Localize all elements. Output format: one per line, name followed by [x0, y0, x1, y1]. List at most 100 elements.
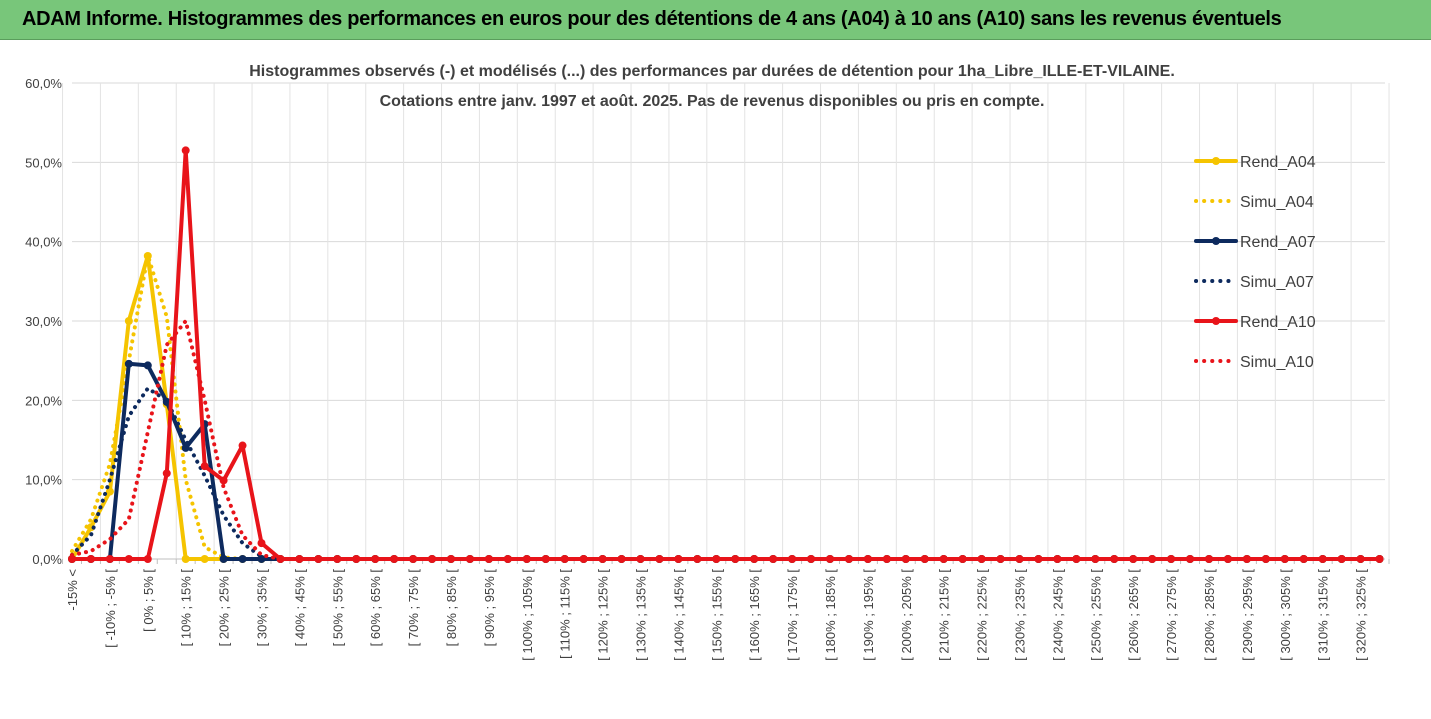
data-point-rend-a10 [541, 555, 550, 563]
data-point-rend-a10 [181, 146, 190, 155]
data-point-rend-a10 [1053, 555, 1062, 563]
chart-title-line-2: Cotations entre janv. 1997 et août. 2025… [380, 93, 1045, 110]
data-point-rend-a10 [371, 555, 380, 563]
data-point-rend-a07 [124, 359, 133, 368]
x-tick-label: [ 80% ; 85% [ [444, 569, 459, 647]
y-tick-label: 10,0% [25, 473, 62, 488]
series-line-rend-a10 [70, 148, 1382, 561]
chart-axes: 0,0% 10,0% 20,0% 30,0% 40,0% 50,0% 60,0% -15% <… [25, 76, 1390, 661]
data-point-rend-a10 [826, 555, 834, 563]
data-point-rend-a10 [124, 555, 133, 563]
legend-label-rend-a04: Rend_A04 [1240, 154, 1316, 171]
data-point-rend-a10 [257, 539, 266, 548]
data-point-rend-a10 [1280, 555, 1289, 563]
data-point-rend-a04 [200, 555, 209, 563]
x-tick-label: [ 10% ; 15% [ [179, 569, 194, 647]
x-tick-label: [ 60% ; 65% [ [368, 569, 383, 647]
data-point-rend-a10 [162, 469, 171, 478]
x-tick-label: [ 40% ; 45% [ [292, 569, 307, 647]
x-tick-label: [ 130% ; 135% [ [634, 569, 649, 661]
data-point-rend-a04 [181, 555, 190, 563]
x-tick-label: [ 230% ; 235% [ [1013, 569, 1028, 661]
x-tick-label: [ 320% ; 325% [ [1354, 569, 1369, 661]
x-tick-label: [ 310% ; 315% [ [1316, 569, 1331, 661]
data-point-rend-a10 [484, 555, 493, 563]
x-tick-label: [ 300% ; 305% [ [1278, 569, 1293, 661]
x-tick-label: [ 20% ; 25% [ [217, 569, 232, 647]
data-point-rend-a10 [143, 555, 152, 563]
x-tick-label: [ 270% ; 275% [ [1164, 569, 1179, 661]
x-tick-label: [ 200% ; 205% [ [899, 569, 914, 661]
x-tick-label: [ 120% ; 125% [ [596, 569, 611, 661]
x-tick-label: [ 280% ; 285% [ [1202, 569, 1217, 661]
data-point-rend-a10 [939, 555, 948, 563]
y-tick-label: 40,0% [25, 235, 62, 250]
data-point-rend-a07 [219, 555, 228, 563]
x-tick-label: -15% < [65, 569, 80, 611]
x-tick-label: [ 160% ; 165% [ [747, 569, 762, 661]
chart-title: Histogrammes observés (-) et modélisés (… [249, 63, 1175, 110]
x-tick-label: [ 70% ; 75% [ [406, 569, 421, 647]
data-point-rend-a10 [996, 555, 1005, 563]
x-tick-label: [ 220% ; 225% [ [975, 569, 990, 661]
x-tick-label: [ 100% ; 105% [ [520, 569, 535, 661]
y-tick-label: 20,0% [25, 393, 62, 408]
series-line-simu-a10 [70, 319, 1382, 561]
data-point-rend-a07 [143, 361, 152, 370]
x-tick-label: [ 260% ; 265% [ [1126, 569, 1141, 661]
x-tick-label: [ 50% ; 55% [ [330, 569, 345, 647]
legend-label-simu-a07: Simu_A07 [1240, 274, 1314, 291]
data-point-rend-a10 [238, 441, 247, 450]
legend-label-simu-a04: Simu_A04 [1240, 194, 1314, 211]
x-tick-label: [ 170% ; 175% [ [785, 569, 800, 661]
data-point-rend-a07 [181, 443, 190, 452]
data-point-rend-a10 [1337, 555, 1346, 563]
y-tick-label: 30,0% [25, 314, 62, 329]
x-tick-label: [ 140% ; 145% [ [671, 569, 686, 661]
y-tick-label: 0,0% [32, 552, 62, 567]
x-tick-label: [ 110% ; 115% [ [558, 569, 573, 659]
series-line-rend-a07 [70, 361, 1382, 561]
data-point-rend-a04 [124, 317, 133, 325]
series-line-rend-a04 [70, 253, 1382, 561]
data-point-rend-a10 [295, 555, 304, 563]
series-line-simu-a07 [70, 386, 1382, 561]
x-tick-label: [ 30% ; 35% [ [255, 569, 270, 647]
data-point-rend-a07 [238, 555, 247, 563]
legend-marker [1212, 157, 1220, 165]
data-point-rend-a10 [882, 555, 891, 563]
chart-legend: Rend_A04 Simu_A04 Rend_A07 Simu_A07 Rend_A10… [1194, 154, 1316, 371]
chart-title-line-1: Histogrammes observés (-) et modélisés (… [249, 63, 1175, 80]
y-tick-label: 60,0% [25, 76, 62, 91]
x-tick-label: [ 90% ; 95% [ [482, 569, 497, 647]
data-point-rend-a10 [86, 555, 95, 563]
x-tick-label: [ 180% ; 185% [ [823, 569, 838, 661]
x-tick-label: [ 290% ; 295% [ [1240, 569, 1255, 661]
data-point-rend-a10 [598, 555, 607, 563]
chart-series [68, 146, 1384, 563]
legend-label-rend-a10: Rend_A10 [1240, 314, 1316, 331]
data-point-rend-a10 [1167, 555, 1176, 563]
legend-label-rend-a07: Rend_A07 [1240, 234, 1316, 251]
legend-label-simu-a10: Simu_A10 [1240, 354, 1314, 371]
data-point-rend-a10 [68, 555, 76, 563]
data-point-rend-a10 [655, 555, 664, 563]
x-tick-label: [ 210% ; 215% [ [937, 569, 952, 661]
data-point-rend-a10 [1110, 555, 1119, 563]
y-tick-label: 50,0% [25, 155, 62, 170]
data-point-rend-a10 [1223, 555, 1232, 563]
legend-marker [1212, 317, 1220, 325]
data-point-rend-a10 [428, 555, 437, 563]
x-tick-label: [ 150% ; 155% [ [709, 569, 724, 661]
x-tick-label: [ 240% ; 245% [ [1050, 569, 1065, 661]
x-tick-label: [ 190% ; 195% [ [861, 569, 876, 661]
series-line-simu-a04 [70, 253, 1382, 561]
data-point-rend-a04 [105, 487, 114, 496]
data-point-rend-a10 [105, 555, 114, 563]
report-title: ADAM Informe. Histogrammes des performan… [22, 8, 1282, 30]
data-point-rend-a10 [769, 555, 778, 563]
chart-grid [62, 82, 1390, 560]
data-point-rend-a10 [314, 555, 323, 563]
report-banner: ADAM Informe. Histogrammes des performan… [0, 0, 1431, 40]
data-point-rend-a10 [200, 462, 209, 471]
